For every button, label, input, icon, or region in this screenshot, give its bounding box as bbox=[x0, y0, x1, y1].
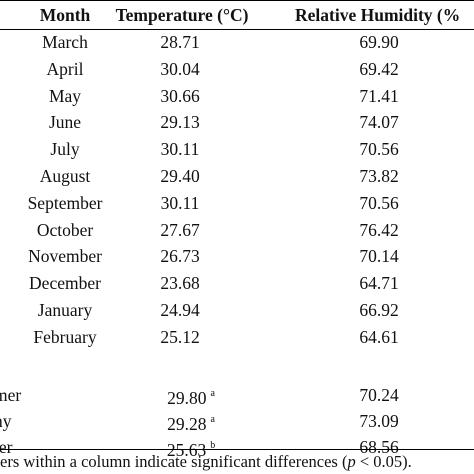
temperature-cell: 26.73 bbox=[160, 246, 200, 267]
temperature-cell: 30.11 bbox=[160, 192, 200, 213]
temperature-cell: 24.94 bbox=[160, 300, 200, 320]
humidity-cell: 69.90 bbox=[359, 32, 399, 52]
month-cell: May bbox=[48, 85, 82, 106]
humidity-cell: 66.92 bbox=[359, 300, 399, 320]
season-humidity-cell: 73.09 bbox=[359, 411, 399, 431]
month-cell: April bbox=[46, 58, 84, 79]
season-temperature-cell: 29.28 a bbox=[167, 413, 215, 434]
month-cell: September bbox=[27, 192, 103, 213]
month-cell: November bbox=[28, 246, 102, 267]
temperature-cell: 28.71 bbox=[160, 32, 200, 52]
footnote: ers within a column indicate significant… bbox=[0, 452, 412, 471]
month-cell: July bbox=[50, 139, 80, 160]
month-cell: March bbox=[42, 32, 88, 52]
humidity-cell: 74.07 bbox=[359, 112, 399, 133]
season-cell: ny bbox=[0, 411, 12, 431]
humidity-cell: 71.41 bbox=[359, 85, 399, 106]
humidity-cell: 70.56 bbox=[359, 139, 399, 160]
humidity-cell: 76.42 bbox=[359, 219, 399, 240]
temperature-cell: 27.67 bbox=[160, 219, 200, 240]
bottom-rule bbox=[0, 449, 474, 450]
humidity-cell: 70.14 bbox=[359, 246, 399, 267]
season-cell: ter bbox=[0, 437, 13, 457]
month-cell: August bbox=[39, 166, 91, 186]
month-cell: October bbox=[36, 219, 94, 240]
humidity-cell: 64.71 bbox=[359, 273, 399, 294]
header-temperature: Temperature (°C) bbox=[115, 5, 249, 25]
temperature-cell: 29.13 bbox=[160, 112, 200, 133]
month-cell: January bbox=[37, 300, 93, 320]
temperature-cell: 23.68 bbox=[160, 273, 200, 294]
top-rule bbox=[0, 0, 474, 1]
humidity-cell: 73.82 bbox=[359, 166, 399, 186]
humidity-cell: 69.42 bbox=[359, 58, 399, 79]
significance-letter: a bbox=[210, 414, 215, 425]
humidity-cell: 70.56 bbox=[359, 192, 399, 213]
significance-letter: b bbox=[210, 440, 216, 451]
temperature-cell: 30.04 bbox=[160, 58, 200, 79]
month-cell: February bbox=[33, 326, 97, 347]
humidity-cell: 64.61 bbox=[359, 326, 399, 347]
season-humidity-cell: 70.24 bbox=[359, 385, 399, 405]
season-humidity-cell: 68.56 bbox=[359, 437, 399, 457]
temperature-cell: 25.12 bbox=[160, 326, 200, 347]
temperature-cell: 29.40 bbox=[160, 166, 200, 186]
month-cell: December bbox=[29, 273, 101, 294]
header-humidity: Relative Humidity (% bbox=[295, 5, 461, 25]
season-cell: mer bbox=[0, 385, 22, 405]
temperature-cell: 30.66 bbox=[160, 85, 200, 106]
header-rule bbox=[0, 29, 474, 30]
season-temperature-cell: 29.80 a bbox=[167, 387, 215, 408]
significance-letter: a bbox=[210, 388, 215, 399]
month-cell: June bbox=[48, 112, 82, 133]
temperature-cell: 30.11 bbox=[160, 139, 200, 160]
header-month: Month bbox=[39, 5, 91, 25]
